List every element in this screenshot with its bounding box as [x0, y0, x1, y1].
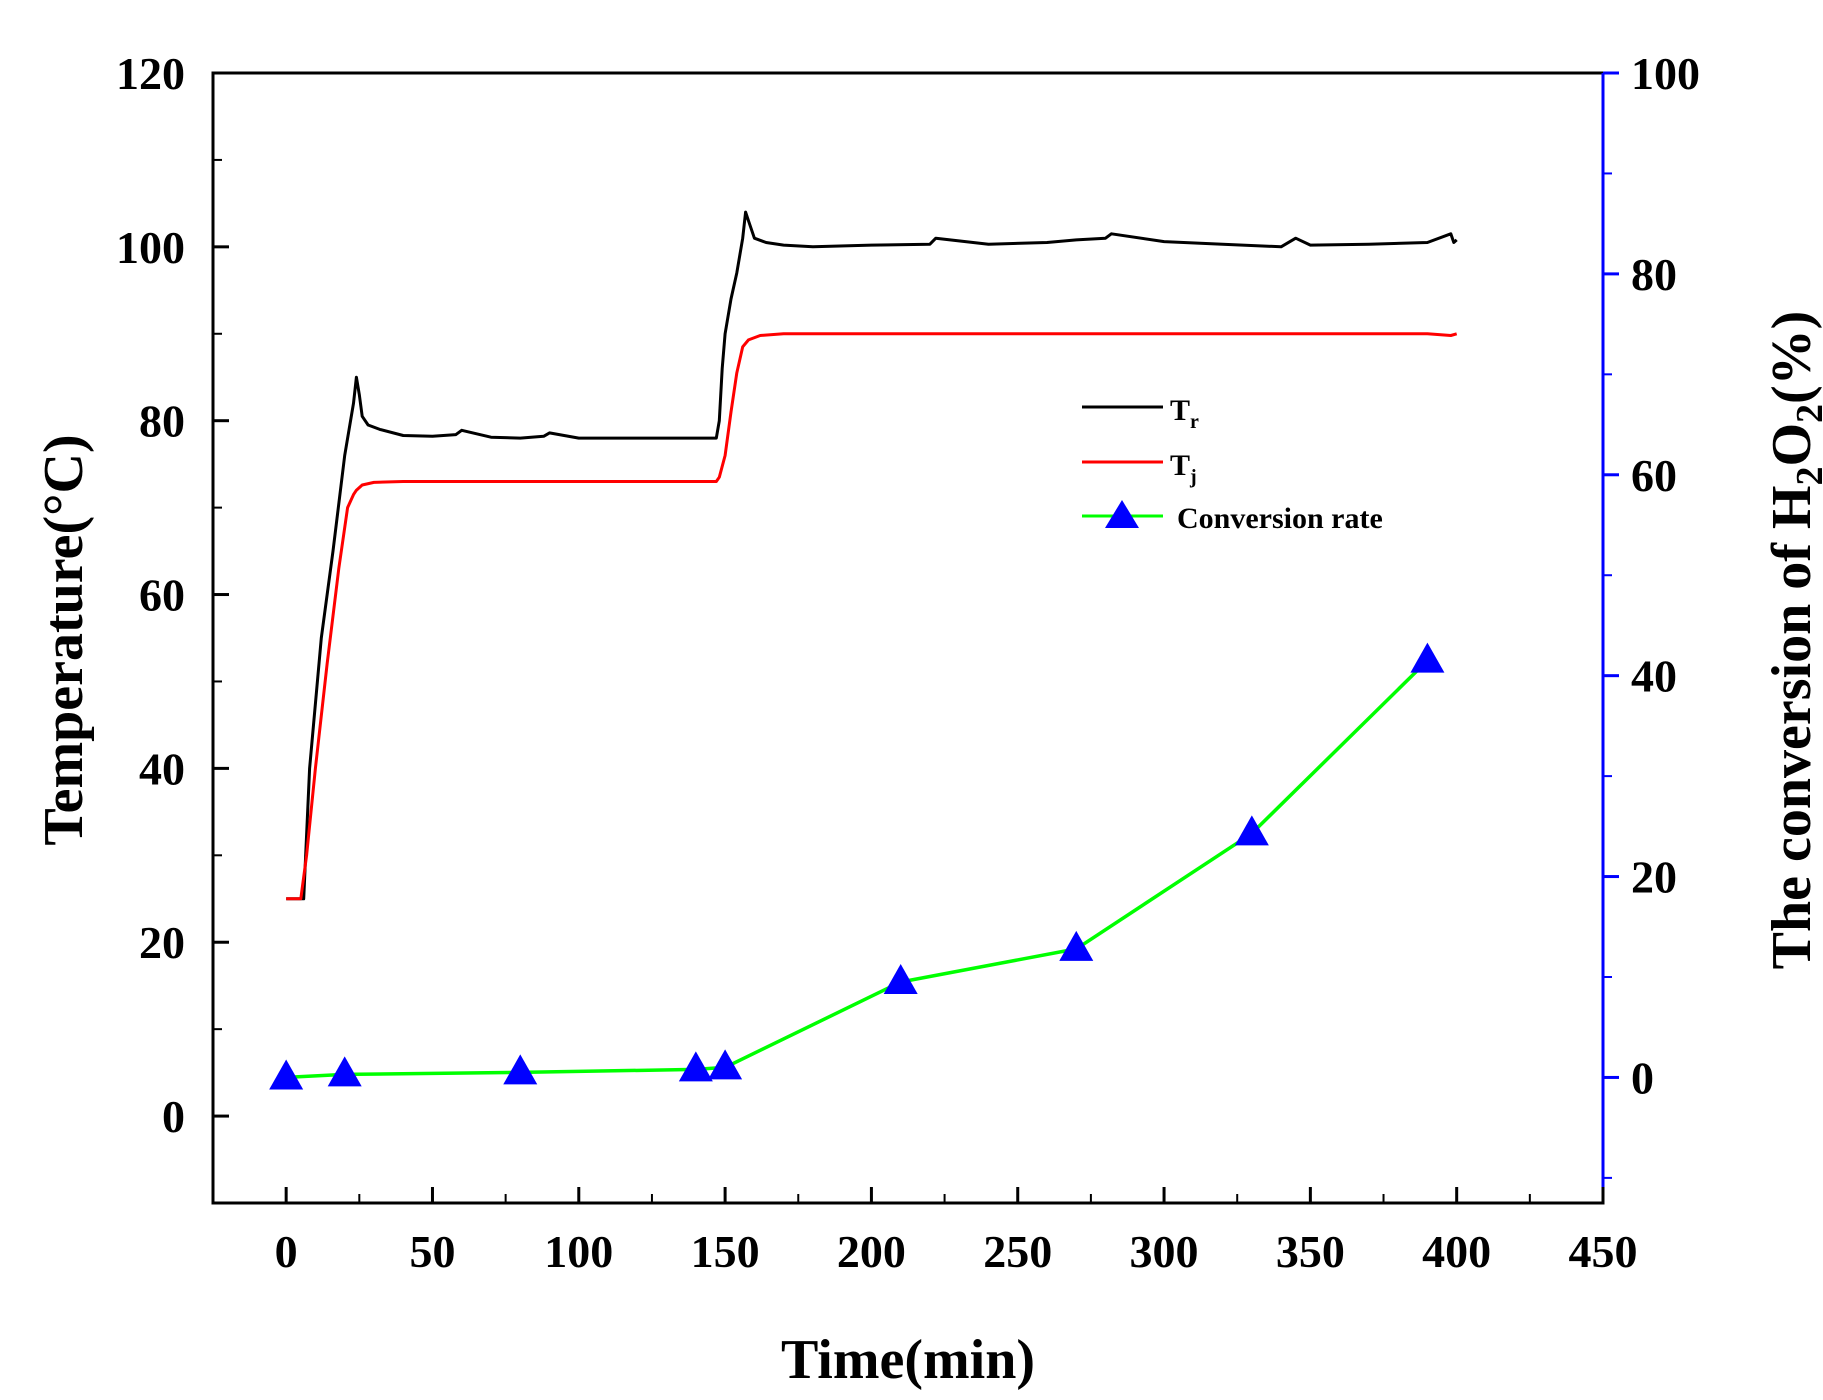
conversion-marker: [1234, 815, 1269, 846]
y-right-tick-label: 100: [1631, 48, 1700, 99]
x-tick-label: 250: [983, 1226, 1052, 1277]
x-tick-label: 0: [275, 1226, 298, 1277]
conversion-marker: [883, 964, 918, 995]
x-tick-label: 350: [1276, 1226, 1345, 1277]
x-tick-label: 200: [837, 1226, 906, 1277]
legend-marker-conversion: [1105, 500, 1139, 528]
series-line-tr: [286, 210, 1458, 901]
y-left-tick-label: 60: [139, 570, 185, 621]
legend-label-tj: Tj: [1170, 449, 1197, 488]
series-line-tj: [286, 332, 1458, 901]
y-right-tick-label: 80: [1631, 249, 1677, 300]
x-axis-title: Time(min): [781, 1329, 1035, 1391]
y-left-tick-label: 20: [139, 917, 185, 968]
x-tick-label: 300: [1130, 1226, 1199, 1277]
conversion-marker: [1410, 642, 1445, 673]
x-tick-label: 150: [691, 1226, 760, 1277]
y-right-tick-label: 20: [1631, 852, 1677, 903]
tick-labels: 0 50 100 150 200 250 300 350 400 4500204060801001…: [116, 48, 1700, 1277]
legend: Tr Tj Conversion rate: [1082, 394, 1383, 535]
y-right-tick-label: 0: [1631, 1052, 1654, 1103]
axis-ticks: [212, 71, 1619, 1204]
series-line-conversion-rate: [286, 659, 1429, 1080]
x-tick-label: 400: [1422, 1226, 1491, 1277]
y-left-tick-label: 0: [162, 1091, 185, 1142]
y-left-tick-label: 40: [139, 743, 185, 794]
y-left-tick-label: 120: [116, 48, 185, 99]
x-tick-label: 450: [1569, 1226, 1638, 1277]
legend-label-conversion: Conversion rate: [1177, 502, 1383, 535]
conversion-marker: [678, 1051, 713, 1082]
y-right-tick-label: 60: [1631, 450, 1677, 501]
y-right-tick-label: 40: [1631, 651, 1677, 702]
y-left-tick-label: 80: [139, 396, 185, 447]
conversion-marker: [708, 1049, 743, 1080]
y-right-axis-title: The conversion of H2O2(%): [1761, 311, 1823, 970]
legend-label-tr: Tr: [1170, 394, 1199, 433]
conversion-marker: [503, 1054, 538, 1085]
y-left-tick-label: 100: [116, 222, 185, 273]
conversion-marker: [327, 1056, 362, 1087]
x-tick-label: 100: [544, 1226, 613, 1277]
series-layer: [269, 210, 1458, 1090]
conversion-marker: [1059, 930, 1094, 961]
y-left-axis-title: Temperature(°C): [33, 434, 95, 845]
x-tick-label: 50: [409, 1226, 455, 1277]
conversion-marker: [269, 1059, 304, 1090]
